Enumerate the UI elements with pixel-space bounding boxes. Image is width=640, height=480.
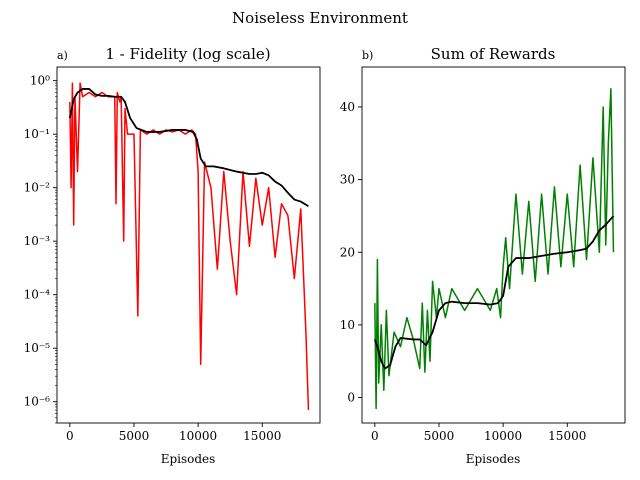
- panel-b-y-tick-label: 20: [340, 245, 355, 259]
- panel-a-x-tick-label: 5000: [119, 429, 150, 443]
- panel-a-xlabel: Episodes: [161, 452, 216, 466]
- panel-b-x-tick-label: 5000: [424, 429, 455, 443]
- panel-a-y-tick-label: 10⁻⁵: [24, 341, 51, 355]
- panel-a-x-tick-label: 0: [66, 429, 74, 443]
- panel-b-plot: 0 5000 10000 15000 0 10 20 30 40: [340, 66, 626, 443]
- panel-b-y-tick-label: 0: [347, 391, 355, 405]
- panel-a-y-tick-label: 10⁻²: [24, 181, 51, 195]
- panel-a-x-tick-label: 10000: [179, 429, 217, 443]
- panel-a: a) 1 - Fidelity (log scale) Episodes 0 50…: [24, 45, 321, 466]
- panel-b-axes-frame: [361, 66, 626, 424]
- panel-a-y-tick-label: 10⁰: [30, 74, 50, 88]
- panel-b-series-smoothed-line: [373, 215, 615, 370]
- panel-b-series-raw-line: [374, 88, 615, 410]
- panel-b-title: Sum of Rewards: [431, 45, 556, 63]
- panel-b-y-tick-label: 40: [340, 100, 355, 114]
- panel-b-y-tick-label: 30: [340, 173, 355, 187]
- panel-a-axes-frame: [56, 66, 321, 424]
- panel-a-title: 1 - Fidelity (log scale): [105, 45, 270, 63]
- panel-b-y-tick-label: 10: [340, 318, 355, 332]
- panel-a-y-tick-label: 10⁻¹: [24, 127, 50, 141]
- panel-a-x-tick-label: 15000: [243, 429, 281, 443]
- panel-a-plot: 0 5000 10000 15000 10⁻⁶ 10⁻⁵ 10⁻⁴ 10⁻³ 10⁻² 10⁻¹ 1…: [24, 66, 321, 443]
- panel-a-series-smoothed-line: [68, 88, 309, 207]
- panel-b-x-tick-label: 15000: [548, 429, 586, 443]
- figure-title: Noiseless Environment: [232, 9, 408, 27]
- panel-a-series-raw-line: [69, 82, 310, 411]
- panel-b-x-tick-label: 10000: [484, 429, 522, 443]
- panel-a-label: a): [57, 49, 68, 62]
- panel-b-xlabel: Episodes: [466, 452, 521, 466]
- panel-a-y-tick-label: 10⁻³: [24, 234, 51, 248]
- panel-a-y-tick-label: 10⁻⁴: [24, 288, 51, 302]
- panel-b-label: b): [362, 49, 373, 62]
- panel-b: b) Sum of Rewards Episodes 0 5000 10000 150…: [340, 45, 626, 466]
- panel-b-x-tick-label: 0: [371, 429, 379, 443]
- panel-a-y-tick-label: 10⁻⁶: [24, 395, 51, 409]
